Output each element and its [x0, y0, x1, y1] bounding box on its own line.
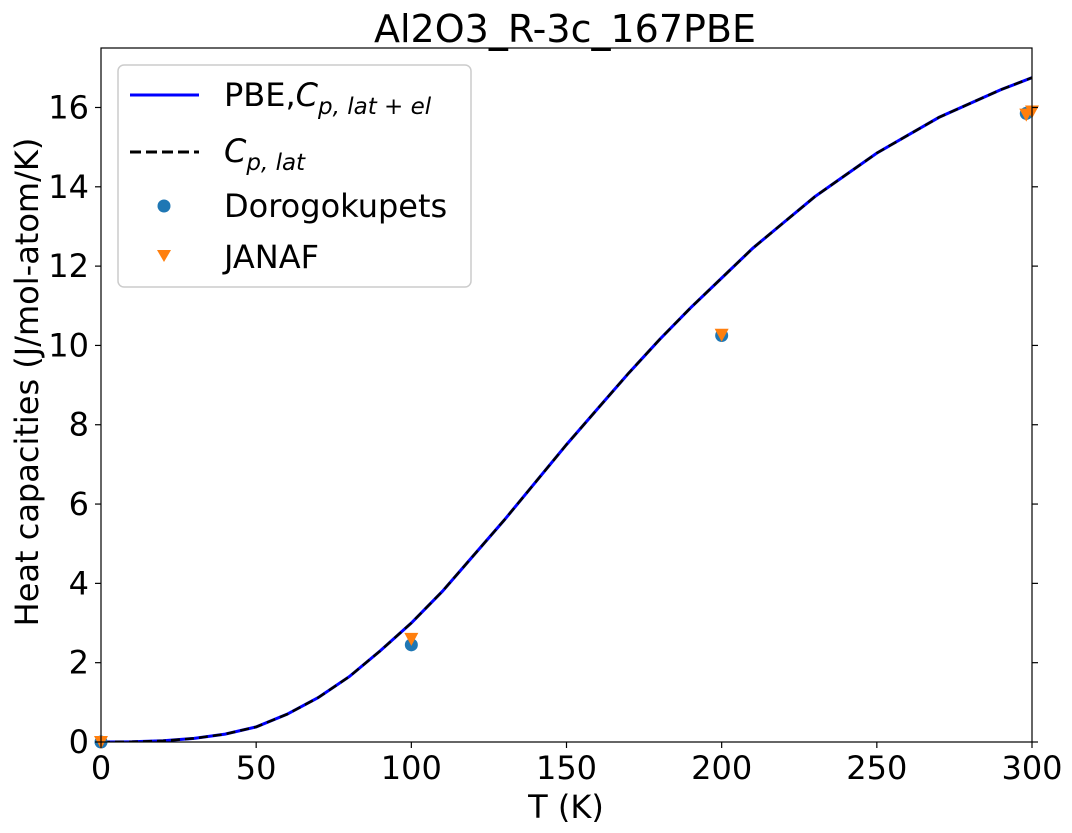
point-janaf	[404, 632, 419, 646]
legend-label-dorogokupets: Dorogokupets	[224, 187, 447, 225]
x-tick-label: 300	[1001, 749, 1062, 787]
y-tick-label: 8	[69, 406, 89, 444]
y-tick-label: 0	[69, 723, 89, 761]
legend-frame	[117, 64, 472, 288]
axes: 0 50 100 150 200 250 300 0 2 4 6 8 10 12 14 16	[48, 47, 1063, 787]
x-tick-label: 200	[691, 749, 752, 787]
legend-label-lat: Cp, lat	[224, 132, 306, 176]
legend-label-janaf: JANAF	[222, 238, 319, 276]
y-axis-label: Heat capacities (J/mol-atom/K)	[8, 138, 46, 627]
y-tick-label: 6	[69, 485, 89, 523]
series-line-cp-lat	[101, 76, 1032, 742]
x-tick-label: 150	[536, 749, 597, 787]
point-janaf	[714, 328, 729, 342]
plot-content	[101, 76, 1032, 742]
legend-label-pbe: PBE,Cp, lat + el	[224, 76, 432, 120]
chart-title: Al2O3_R-3c_167PBE	[374, 7, 756, 51]
y-tick-label: 14	[48, 168, 89, 206]
y-tick-label: 12	[48, 247, 89, 285]
x-tick-label: 0	[91, 749, 111, 787]
legend: PBE,Cp, lat + el Cp, lat Dorogokupets JA…	[117, 64, 472, 288]
x-axis-label: T (K)	[527, 788, 604, 826]
y-tick-label: 4	[69, 564, 89, 602]
y-tick-label: 2	[69, 644, 89, 682]
x-tick-label: 50	[236, 749, 277, 787]
legend-marker-dorogokupets	[157, 199, 171, 213]
x-tick-label: 250	[846, 749, 907, 787]
y-tick-label: 10	[48, 326, 89, 364]
x-tick-label: 100	[381, 749, 442, 787]
plot-area	[94, 76, 1039, 749]
y-tick-label: 16	[48, 88, 89, 126]
legend-marker-janaf	[157, 250, 171, 262]
